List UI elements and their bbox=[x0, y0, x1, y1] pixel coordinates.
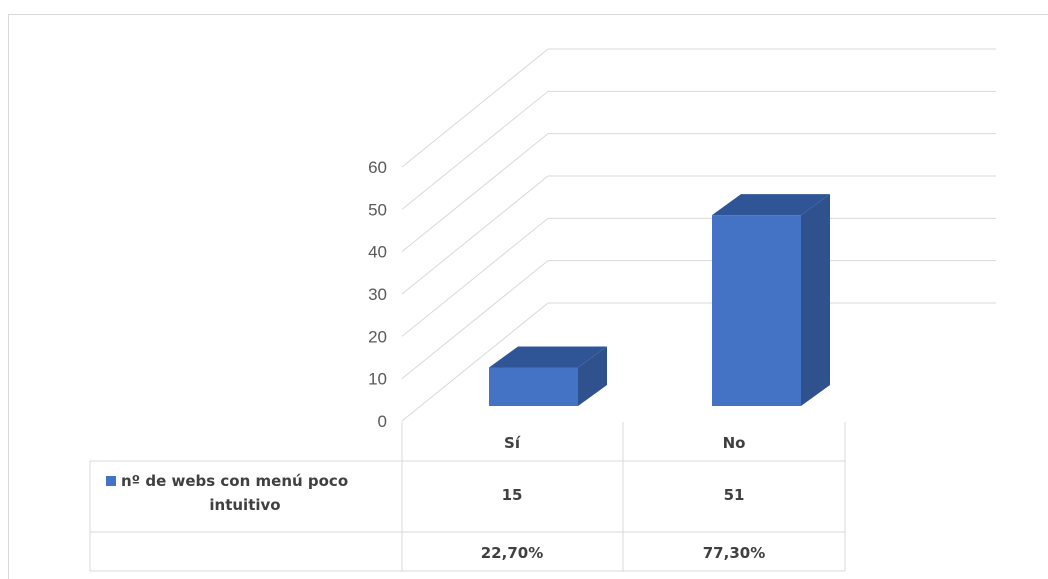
legend-label-line2: intuitivo bbox=[209, 496, 280, 514]
chart-frame bbox=[8, 14, 1048, 579]
category-label-si: Sí bbox=[504, 434, 521, 452]
legend-label-line1: nº de webs con menú poco bbox=[121, 472, 348, 490]
y-tick-label: 40 bbox=[368, 243, 387, 262]
y-tick-label: 0 bbox=[378, 412, 387, 431]
bar-side bbox=[801, 194, 830, 406]
gridlines bbox=[401, 48, 996, 422]
bar-front bbox=[712, 215, 801, 406]
value-cell-no: 51 bbox=[724, 486, 745, 504]
gridline-diagonal bbox=[401, 133, 549, 253]
bar-si bbox=[489, 346, 607, 406]
percent-cell-si: 22,70% bbox=[481, 544, 543, 562]
gridline-diagonal bbox=[401, 302, 549, 422]
legend-swatch bbox=[106, 476, 116, 486]
bar-top bbox=[489, 346, 607, 368]
bar-front bbox=[489, 367, 578, 406]
y-tick-label: 10 bbox=[368, 370, 387, 389]
gridline-diagonal bbox=[401, 175, 549, 295]
gridline-diagonal bbox=[401, 217, 549, 337]
y-tick-label: 20 bbox=[368, 327, 387, 346]
y-tick-label: 30 bbox=[368, 285, 387, 304]
value-cell-si: 15 bbox=[502, 486, 523, 504]
bar-side bbox=[578, 346, 607, 406]
percent-cell-no: 77,30% bbox=[703, 544, 765, 562]
gridline-diagonal bbox=[401, 90, 549, 210]
bars bbox=[489, 194, 830, 406]
gridline-diagonal bbox=[401, 48, 549, 168]
y-tick-label: 60 bbox=[368, 158, 387, 177]
y-tick-label: 50 bbox=[368, 200, 387, 219]
category-label-no: No bbox=[723, 434, 746, 452]
gridline-diagonal bbox=[401, 260, 549, 380]
data-table: Sí No nº de webs con menú poco intuitivo… bbox=[89, 422, 846, 572]
bar-top bbox=[712, 194, 830, 216]
bar-no bbox=[712, 194, 830, 406]
y-axis-ticks: 0 10 20 30 40 50 60 bbox=[368, 158, 387, 431]
